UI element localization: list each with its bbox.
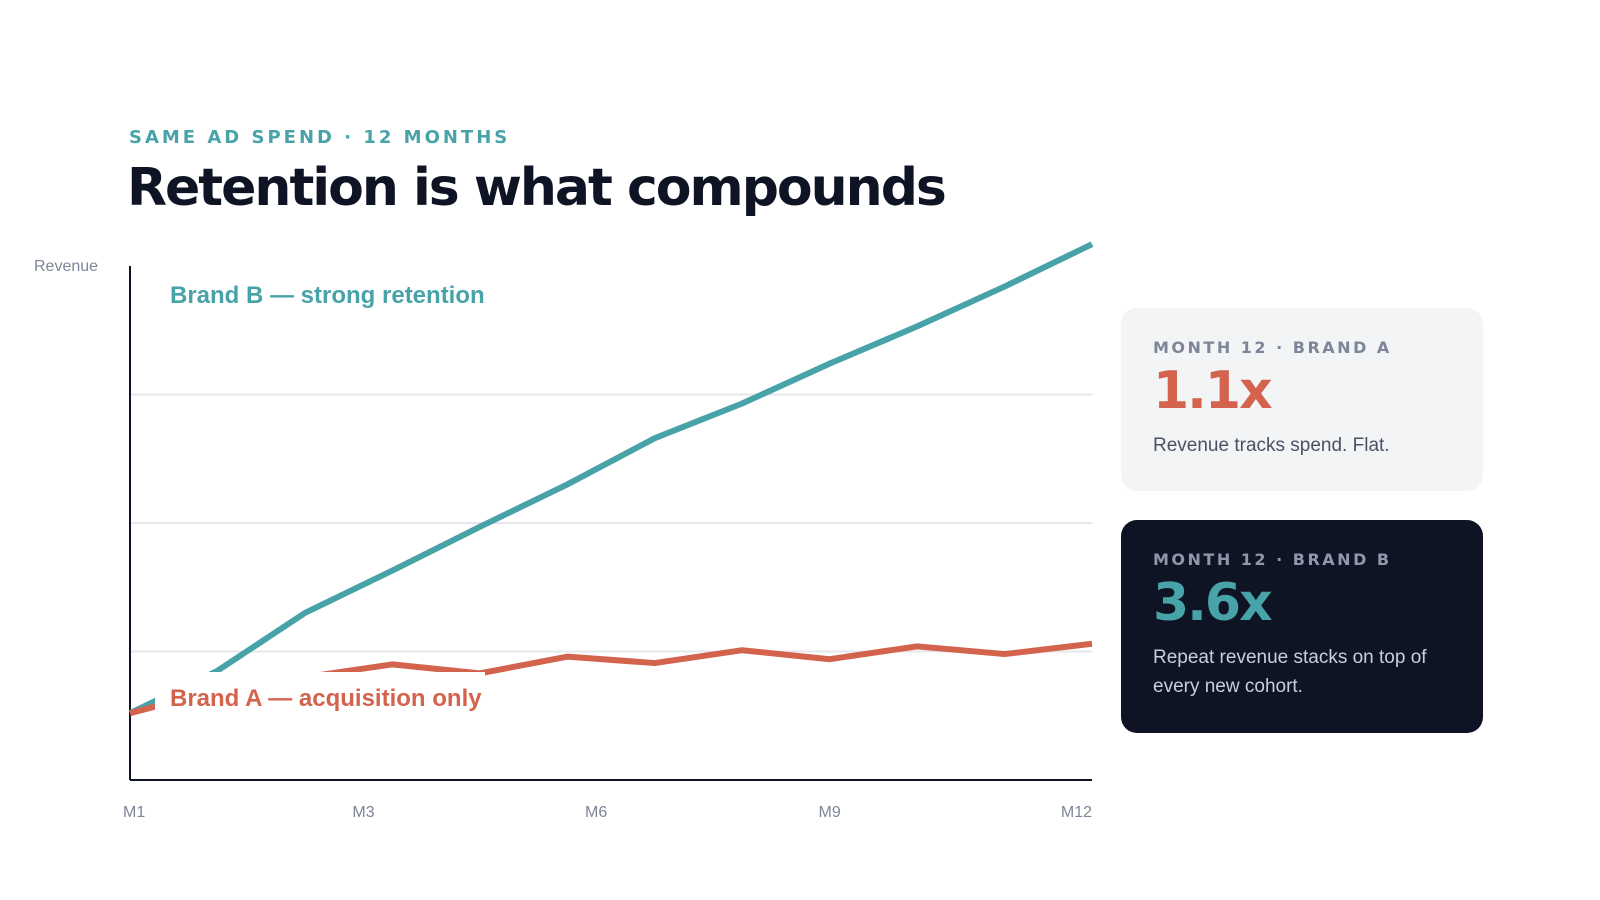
y-axis-label: Revenue	[34, 258, 98, 275]
brand-b-series-label: Brand B — strong retention	[170, 282, 485, 309]
brand-a-series-label: Brand A — acquisition only	[170, 685, 482, 712]
x-tick-label-m1: M1	[123, 804, 145, 821]
x-tick-label-m9: M9	[819, 804, 841, 821]
brand-a-stat-description: Revenue tracks spend. Flat.	[1153, 435, 1390, 456]
brand-a-label-background	[155, 672, 485, 714]
x-tick-label-m12: M12	[1061, 804, 1092, 821]
brand-b-stat-card: MONTH 12 · BRAND B 3.6x Repeat revenue s…	[1121, 520, 1483, 733]
brand-b-stat-label: MONTH 12 · BRAND B	[1153, 550, 1392, 569]
x-tick-label-m6: M6	[585, 804, 607, 821]
line-chart: Revenue M1 M3 M6 M9 M12 Brand B — strong reten…	[34, 241, 1094, 821]
brand-a-stat-card: MONTH 12 · BRAND A 1.1x Revenue tracks s…	[1121, 308, 1483, 491]
brand-b-series-line	[128, 241, 1094, 716]
eyebrow-label: SAME AD SPEND · 12 MONTHS	[129, 127, 511, 148]
brand-a-stat-value: 1.1x	[1153, 361, 1273, 421]
brand-b-stat-description: Repeat revenue stacks on top of every ne…	[1153, 647, 1427, 697]
brand-b-stat-value: 3.6x	[1153, 573, 1273, 633]
brand-a-stat-label: MONTH 12 · BRAND A	[1153, 338, 1392, 357]
x-tick-label-m3: M3	[352, 804, 374, 821]
page-title: Retention is what compounds	[127, 158, 947, 218]
